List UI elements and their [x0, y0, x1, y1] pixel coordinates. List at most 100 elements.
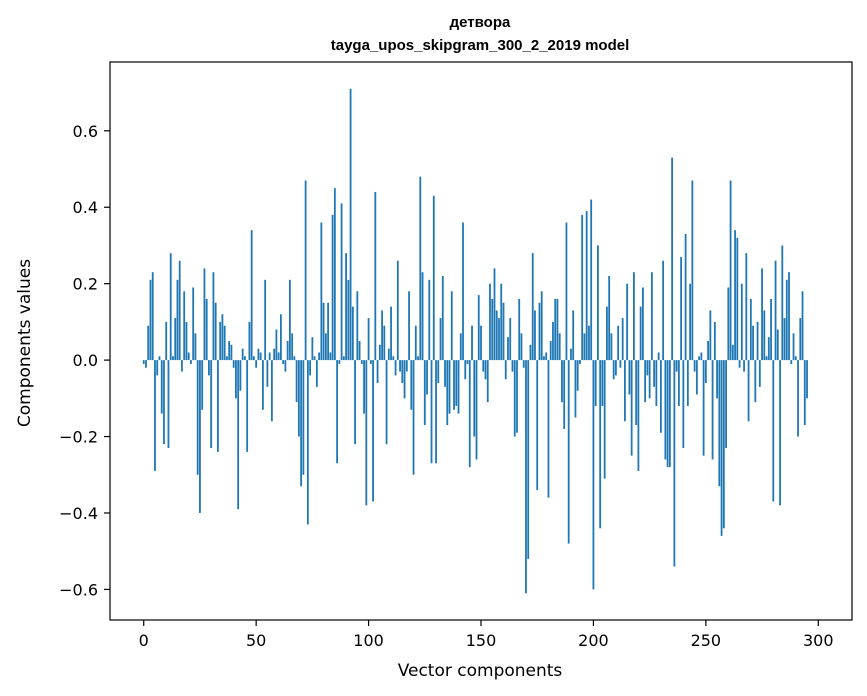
bar	[725, 360, 727, 449]
bar	[383, 325, 386, 361]
bar	[774, 260, 777, 361]
bar	[151, 272, 154, 361]
bar	[525, 360, 527, 594]
bar	[176, 279, 179, 361]
bar	[758, 360, 761, 387]
bar	[219, 321, 222, 361]
bar	[556, 298, 559, 361]
bar	[650, 272, 653, 361]
bar	[158, 356, 161, 361]
bar	[172, 356, 174, 361]
bar	[583, 333, 586, 361]
bar	[394, 360, 397, 376]
bar	[199, 360, 201, 513]
bar	[405, 360, 408, 372]
bar	[700, 352, 703, 361]
bar	[779, 360, 781, 506]
bar	[244, 356, 246, 361]
y-tick-label: 0.0	[73, 351, 98, 370]
bar	[390, 306, 392, 361]
bar	[754, 360, 757, 403]
bar	[520, 333, 523, 361]
bar	[513, 360, 516, 437]
bar	[765, 356, 768, 361]
bar	[563, 360, 566, 429]
bar	[545, 352, 548, 361]
bar	[552, 321, 554, 361]
bar	[659, 360, 662, 433]
bar	[223, 325, 226, 361]
bar	[646, 360, 649, 376]
bar	[253, 356, 255, 361]
bar	[399, 360, 401, 372]
bar	[410, 360, 413, 410]
bar	[655, 360, 658, 406]
bar	[387, 348, 390, 361]
bar	[509, 318, 512, 361]
bar	[682, 360, 685, 449]
bar	[482, 360, 485, 372]
bar	[675, 360, 678, 372]
bar	[279, 314, 282, 361]
bar	[788, 272, 790, 361]
bar	[666, 360, 669, 468]
bar	[538, 302, 541, 361]
bar	[423, 360, 426, 426]
y-axis-label: Components values	[15, 259, 35, 427]
bar	[439, 318, 442, 361]
bar	[336, 360, 338, 464]
y-tick-label: −0.6	[59, 580, 98, 599]
bar	[392, 356, 395, 361]
bar	[255, 360, 258, 368]
bar	[561, 360, 563, 403]
bar	[761, 268, 763, 361]
bar	[163, 360, 165, 445]
bar	[567, 360, 570, 544]
x-tick-label: 0	[139, 631, 149, 650]
bar	[318, 352, 321, 361]
bar	[270, 360, 273, 422]
bar	[749, 298, 752, 361]
bar	[250, 230, 253, 361]
bar	[192, 287, 195, 361]
bar	[680, 256, 683, 361]
bar	[311, 337, 314, 361]
bar	[282, 360, 285, 364]
bar	[794, 356, 797, 361]
bar	[772, 360, 775, 502]
bar	[489, 283, 491, 361]
bar	[491, 298, 494, 361]
bar	[347, 279, 350, 361]
bar	[376, 360, 379, 384]
bar	[297, 360, 300, 437]
bar	[221, 314, 224, 361]
bar	[264, 279, 267, 361]
bar	[657, 352, 660, 361]
bar	[448, 360, 451, 414]
bar	[178, 260, 181, 361]
x-tick-label: 50	[246, 631, 266, 650]
bar	[142, 360, 145, 364]
bar	[468, 360, 471, 468]
bar	[797, 360, 799, 437]
bar	[365, 360, 368, 506]
bar	[293, 356, 296, 361]
bar	[183, 291, 186, 361]
bar	[641, 287, 644, 361]
bar	[477, 295, 480, 361]
bar	[385, 360, 388, 445]
bar	[738, 360, 741, 368]
bar	[286, 341, 289, 361]
bar	[698, 356, 700, 361]
y-axis: −0.6 −0.4 −0.2 0.0 0.2 0.4 0.6	[59, 122, 110, 599]
bar	[803, 360, 806, 426]
bar	[235, 360, 237, 399]
bar	[356, 291, 359, 361]
bar	[239, 360, 242, 391]
bar	[718, 360, 721, 487]
bar	[194, 333, 197, 361]
bar	[527, 360, 530, 559]
bar	[421, 272, 424, 361]
bar	[324, 333, 327, 361]
bar	[736, 237, 739, 361]
